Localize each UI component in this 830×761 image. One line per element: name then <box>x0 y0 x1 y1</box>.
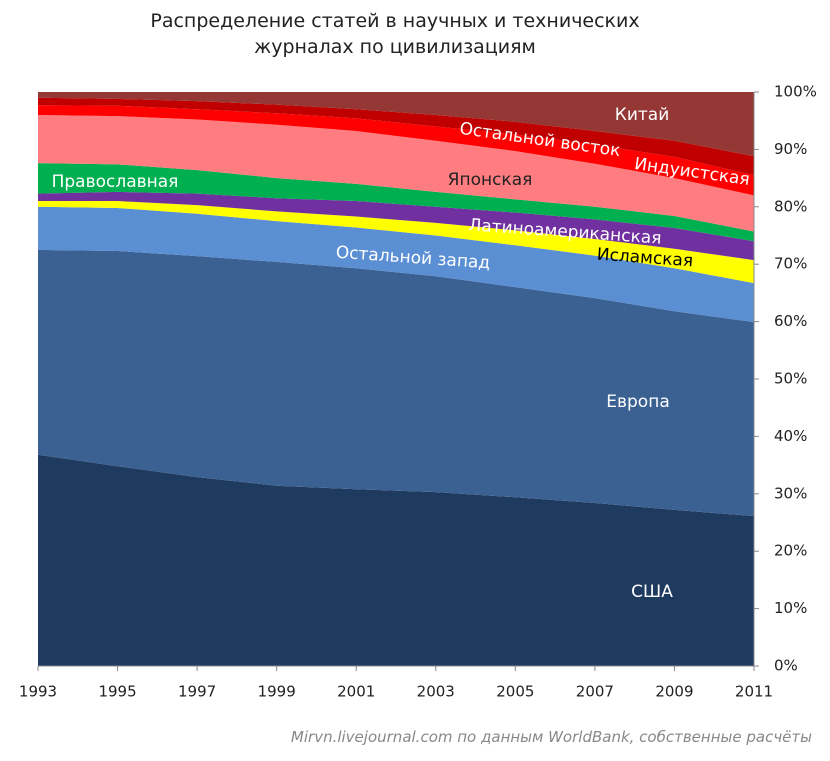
x-tick-label: 2005 <box>496 683 534 701</box>
area <box>38 105 754 196</box>
series-label: США <box>631 582 673 602</box>
y-tick-label: 30% <box>774 484 807 502</box>
x-tick-label: 2001 <box>337 683 375 701</box>
area <box>38 163 754 242</box>
x-tick-label: 2009 <box>655 683 693 701</box>
y-tick-label: 70% <box>774 255 807 273</box>
y-tick-label: 0% <box>774 657 798 675</box>
y-tick-label: 50% <box>774 370 807 388</box>
x-tick-label: 1999 <box>258 683 296 701</box>
x-tick-label: 1995 <box>98 683 136 701</box>
y-tick-label: 90% <box>774 140 807 158</box>
area <box>38 114 754 232</box>
chart-title: Распределение статей в научных и техниче… <box>150 10 640 58</box>
x-tick-label: 2007 <box>576 683 614 701</box>
area <box>38 92 754 157</box>
y-tick-label: 40% <box>774 427 807 445</box>
source-note: Mirvn.livejournal.com по данным WorldBan… <box>290 728 812 746</box>
x-tick-label: 1993 <box>19 683 57 701</box>
area <box>38 191 754 261</box>
x-tick-label: 2011 <box>735 683 773 701</box>
y-tick-label: 100% <box>774 83 817 101</box>
area <box>38 206 754 323</box>
series-label: Китай <box>615 105 670 125</box>
area <box>38 454 754 666</box>
x-tick-label: 2003 <box>417 683 455 701</box>
y-tick-label: 10% <box>774 599 807 617</box>
series-label: Европа <box>606 392 669 412</box>
area <box>38 201 754 284</box>
area <box>38 249 754 517</box>
y-tick-label: 80% <box>774 197 807 215</box>
y-tick-label: 60% <box>774 312 807 330</box>
series-label: Православная <box>52 172 179 192</box>
area <box>38 97 754 176</box>
series-label: Японская <box>448 170 533 190</box>
y-tick-label: 20% <box>774 542 807 560</box>
x-tick-label: 1997 <box>178 683 216 701</box>
